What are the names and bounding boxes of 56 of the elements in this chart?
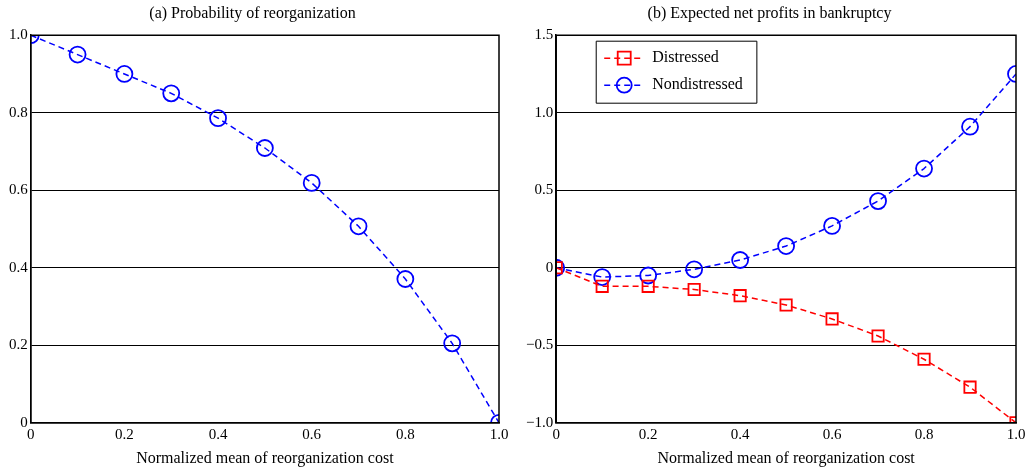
x-axis-title: Normalized mean of reorganization cost	[136, 448, 395, 467]
point	[641, 279, 655, 293]
point	[777, 237, 796, 255]
point	[871, 329, 885, 343]
y-tick-label: 0.6	[9, 181, 29, 198]
x-tick-label: 1.0	[1006, 425, 1026, 442]
x-tick-label: 0.6	[822, 425, 842, 442]
x-tick-label: 0.8	[395, 425, 415, 442]
chart-title: (a) Probability of reorganization	[149, 3, 356, 22]
legend-label: Distressed	[652, 48, 719, 66]
legend-label: Nondistressed	[652, 75, 743, 93]
y-tick-label: −1.0	[525, 413, 554, 430]
point	[209, 109, 227, 128]
y-tick-label: 1.0	[9, 26, 28, 43]
y-tick-label: 0.5	[534, 181, 554, 198]
y-tick-label: 0	[20, 413, 28, 430]
point	[825, 312, 839, 326]
point	[779, 298, 793, 312]
x-tick-label: 0.6	[302, 425, 322, 442]
point	[915, 159, 933, 178]
y-tick-label: 0.8	[9, 103, 28, 120]
point	[443, 334, 462, 353]
point	[68, 45, 87, 64]
x-tick-label: 0.2	[638, 425, 658, 442]
chart-title: (b) Expected net profits in bankruptcy	[647, 3, 892, 22]
point	[961, 117, 979, 136]
y-tick-label: 0.2	[9, 336, 28, 353]
point	[639, 266, 658, 285]
y-tick-label: 1.0	[534, 103, 554, 120]
point	[255, 139, 274, 157]
x-tick-label: 1.0	[489, 425, 509, 442]
y-tick-label: 0.4	[9, 258, 29, 275]
point	[869, 192, 887, 210]
point	[302, 173, 321, 192]
point	[115, 65, 134, 83]
point	[595, 279, 609, 293]
point	[349, 217, 368, 236]
y-tick-label: 1.5	[534, 26, 554, 43]
point	[731, 251, 750, 269]
point	[733, 289, 747, 303]
point	[593, 268, 612, 286]
point	[687, 282, 701, 297]
point	[396, 270, 415, 288]
y-tick-label: −0.5	[525, 336, 554, 353]
x-axis-title: Normalized mean of reorganization cost	[657, 448, 916, 467]
x-tick-label: 0.2	[115, 425, 134, 442]
x-tick-label: 0.4	[730, 425, 750, 442]
y-tick-label: 0	[545, 258, 554, 275]
point	[963, 380, 977, 394]
x-tick-label: 0.8	[914, 425, 934, 442]
point	[162, 84, 181, 103]
point	[917, 352, 931, 366]
line-series	[30, 35, 499, 423]
point	[685, 260, 704, 279]
x-tick-label: 0.4	[208, 425, 228, 442]
point	[823, 217, 841, 235]
